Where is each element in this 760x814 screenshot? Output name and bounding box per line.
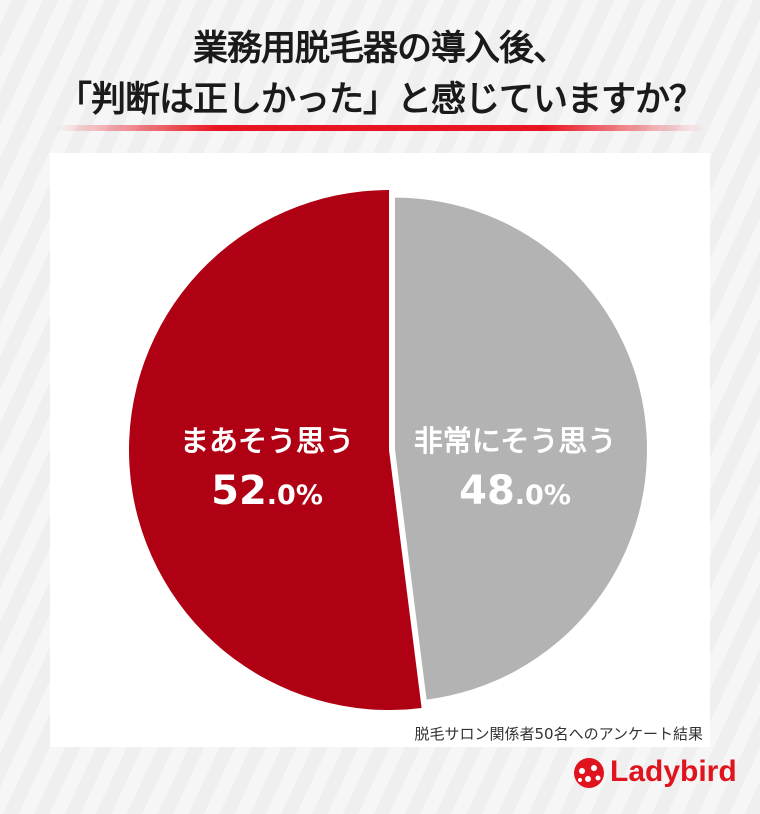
title-line-1: 業務用脱毛器の導入後、	[192, 29, 568, 69]
slice-name: 非常にそう思う	[413, 424, 617, 458]
logo-text: Ladybird	[610, 755, 737, 788]
pie-slice-gray	[394, 197, 647, 700]
title-line-2: 「判断は正しかった」と感じていますか？	[56, 80, 704, 120]
label-slice-gray: 非常にそう思う 48.0%	[405, 418, 625, 514]
slice-name: まあそう思う	[179, 424, 354, 458]
ladybug-icon	[574, 758, 604, 788]
pie-slice-red	[129, 190, 422, 710]
label-slice-red: まあそう思う 52.0%	[157, 418, 377, 514]
slice-value: 52.0%	[211, 468, 323, 514]
survey-note: 脱毛サロン関係者50名へのアンケート結果	[414, 725, 704, 743]
ladybird-logo: Ladybird	[572, 755, 737, 789]
slice-value: 48.0%	[459, 468, 571, 514]
title-underline	[55, 125, 705, 131]
